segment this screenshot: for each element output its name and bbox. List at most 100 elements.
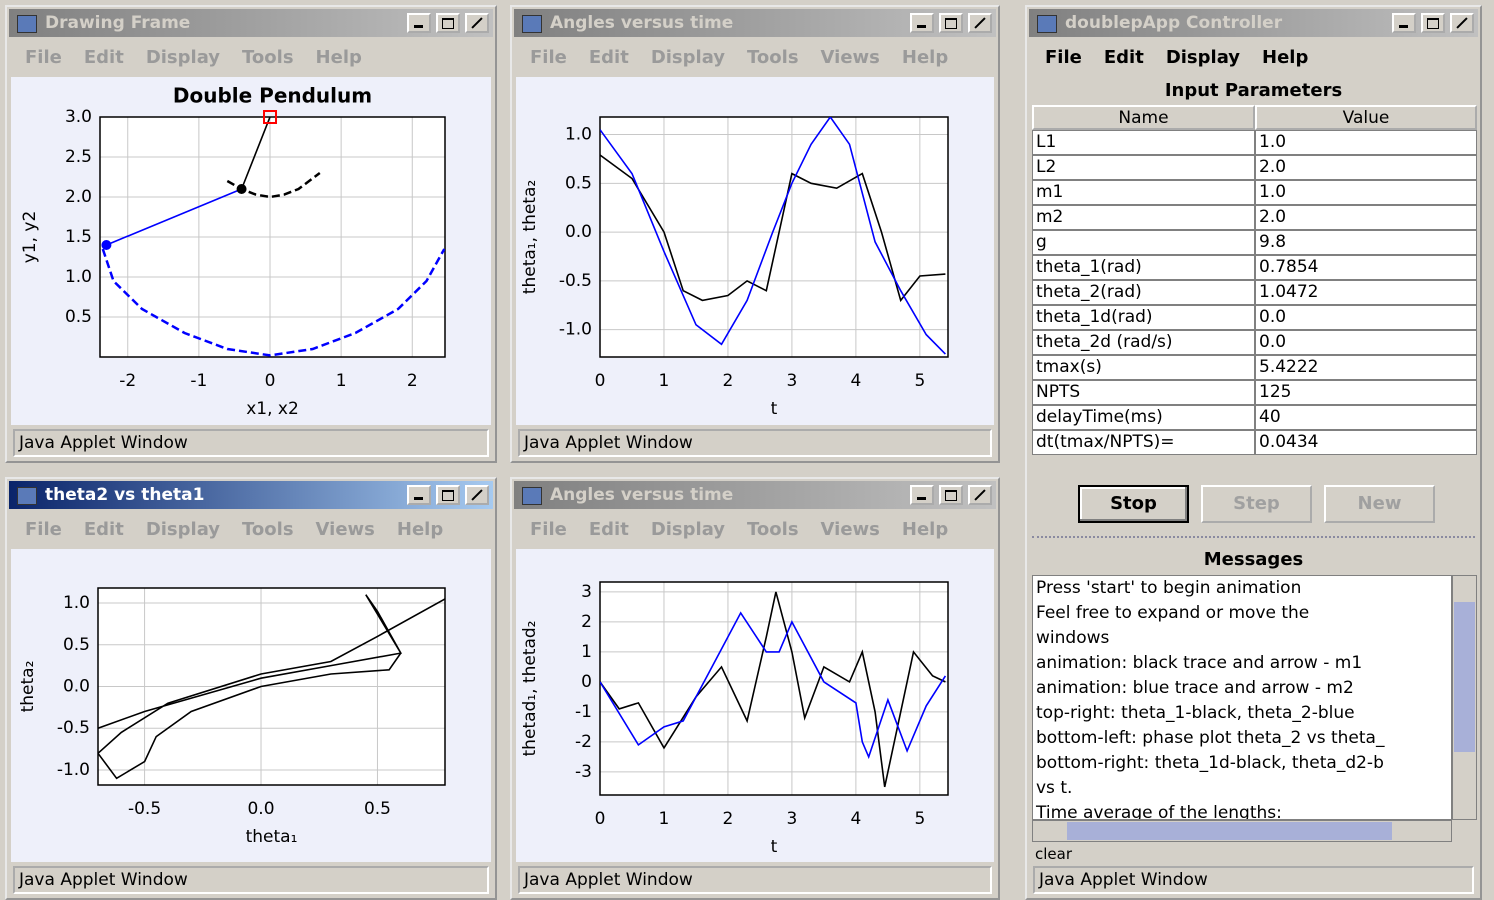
- column-header: Value: [1255, 105, 1477, 130]
- menu-item[interactable]: Help: [1262, 47, 1309, 68]
- close-button[interactable]: [968, 13, 992, 33]
- value-cell[interactable]: 1.0472: [1255, 280, 1477, 305]
- menu-item[interactable]: File: [530, 47, 567, 68]
- y-tick-label: -1.0: [57, 760, 90, 780]
- value-cell[interactable]: 0.0434: [1255, 430, 1477, 455]
- menu-item[interactable]: Tools: [747, 519, 799, 540]
- menu-item[interactable]: Help: [901, 519, 949, 540]
- value-cell[interactable]: 2.0: [1255, 155, 1477, 180]
- close-button[interactable]: [968, 485, 992, 505]
- status-bar: Java Applet Window: [1033, 866, 1474, 894]
- menu-item[interactable]: Display: [145, 519, 221, 540]
- y-tick-label: 1.0: [65, 267, 92, 287]
- y-tick-label: 0.0: [63, 677, 90, 697]
- maximize-button[interactable]: [939, 13, 963, 33]
- minimize-button[interactable]: [910, 485, 934, 505]
- x-tick-label: 5: [914, 371, 925, 391]
- menu-item[interactable]: Edit: [83, 47, 124, 68]
- minimize-button[interactable]: [910, 13, 934, 33]
- name-cell: NPTS: [1032, 380, 1255, 405]
- menu-item[interactable]: Edit: [588, 47, 629, 68]
- name-cell: g: [1032, 230, 1255, 255]
- menu-item[interactable]: File: [25, 47, 62, 68]
- maximize-button[interactable]: [939, 485, 963, 505]
- menu-item[interactable]: Views: [315, 519, 375, 540]
- close-button[interactable]: [465, 485, 489, 505]
- marker: [101, 240, 112, 250]
- series-line: [600, 117, 946, 355]
- y-tick-label: 3.0: [65, 107, 92, 127]
- scroll-thumb[interactable]: [1454, 602, 1475, 752]
- menu-item[interactable]: Tools: [242, 47, 294, 68]
- menu-bar: File Edit Display Help: [1031, 41, 1476, 75]
- message-line: bottom-right: theta_1d-black, theta_d2-b: [1036, 753, 1384, 773]
- menu-item[interactable]: Views: [820, 47, 880, 68]
- button[interactable]: Stop: [1078, 485, 1189, 523]
- title-bar: theta2 vs theta1: [9, 481, 493, 509]
- menu-item[interactable]: Display: [145, 47, 221, 68]
- window-title: Angles versus time: [550, 13, 734, 33]
- value-cell[interactable]: 0.0: [1255, 330, 1477, 355]
- menu-item[interactable]: Tools: [747, 47, 799, 68]
- button[interactable]: New: [1324, 485, 1435, 523]
- menu-item[interactable]: File: [530, 519, 567, 540]
- x-tick-label: 0.5: [364, 799, 391, 819]
- value-cell[interactable]: 1.0: [1255, 180, 1477, 205]
- y-axis-label: y1, y2: [20, 211, 40, 264]
- value-cell[interactable]: 0.0: [1255, 305, 1477, 330]
- value-cell[interactable]: 2.0: [1255, 205, 1477, 230]
- minimize-button[interactable]: [407, 13, 431, 33]
- menu-item[interactable]: Display: [650, 519, 726, 540]
- value-cell[interactable]: 40: [1255, 405, 1477, 430]
- x-tick-label: -2: [119, 371, 136, 391]
- message-line: vs t.: [1036, 778, 1073, 798]
- y-tick-label: 2.0: [65, 187, 92, 207]
- x-tick-label: 1: [336, 371, 347, 391]
- maximize-button[interactable]: [436, 13, 460, 33]
- window: Angles versus time File Edit Display Tools Vi…: [510, 5, 1000, 463]
- minimize-button[interactable]: [1392, 13, 1416, 33]
- x-tick-label: 2: [407, 371, 418, 391]
- name-cell: theta_1(rad): [1032, 255, 1255, 280]
- menu-item[interactable]: Display: [1165, 47, 1241, 68]
- maximize-button[interactable]: [1421, 13, 1445, 33]
- y-tick-label: 1.0: [63, 593, 90, 613]
- button[interactable]: Step: [1201, 485, 1312, 523]
- menu-item[interactable]: Edit: [1103, 47, 1144, 68]
- series-line: [106, 188, 242, 246]
- close-button[interactable]: [1450, 13, 1474, 33]
- clear-label[interactable]: clear: [1035, 845, 1073, 863]
- divider: [1032, 536, 1475, 542]
- menu-item[interactable]: Edit: [588, 519, 629, 540]
- name-cell: theta_2(rad): [1032, 280, 1255, 305]
- window-icon: [1037, 15, 1057, 33]
- menu-item[interactable]: Views: [820, 519, 880, 540]
- menu-item[interactable]: Help: [315, 47, 362, 68]
- menu-item[interactable]: Tools: [242, 519, 294, 540]
- y-tick-label: 0.5: [65, 307, 92, 327]
- plot-area: [600, 117, 948, 357]
- maximize-button[interactable]: [436, 485, 460, 505]
- chart: 0 1 2 3 4 5 -1.0 -0.5 0.0 0.5 1.0 t theta₁, theta₂: [520, 116, 949, 419]
- x-tick-label: 2: [723, 371, 734, 391]
- x-tick-label: 0.0: [247, 799, 274, 819]
- status-bar: Java Applet Window: [518, 866, 992, 894]
- menu-item[interactable]: Display: [650, 47, 726, 68]
- menu-item[interactable]: Help: [901, 47, 949, 68]
- close-button[interactable]: [465, 13, 489, 33]
- minimize-button[interactable]: [407, 485, 431, 505]
- menu-item[interactable]: Edit: [83, 519, 124, 540]
- menu-item[interactable]: File: [1045, 47, 1082, 68]
- value-cell[interactable]: 125: [1255, 380, 1477, 405]
- menu-item[interactable]: File: [25, 519, 62, 540]
- series-line: [600, 154, 946, 303]
- plot-border: [599, 581, 949, 796]
- series-line: [240, 117, 271, 190]
- title-bar: doublepApp Controller: [1029, 9, 1478, 37]
- scroll-thumb[interactable]: [1067, 822, 1392, 840]
- menu-item[interactable]: Help: [396, 519, 444, 540]
- value-cell[interactable]: 5.4222: [1255, 355, 1477, 380]
- value-cell[interactable]: 1.0: [1255, 130, 1477, 155]
- value-cell[interactable]: 0.7854: [1255, 255, 1477, 280]
- value-cell[interactable]: 9.8: [1255, 230, 1477, 255]
